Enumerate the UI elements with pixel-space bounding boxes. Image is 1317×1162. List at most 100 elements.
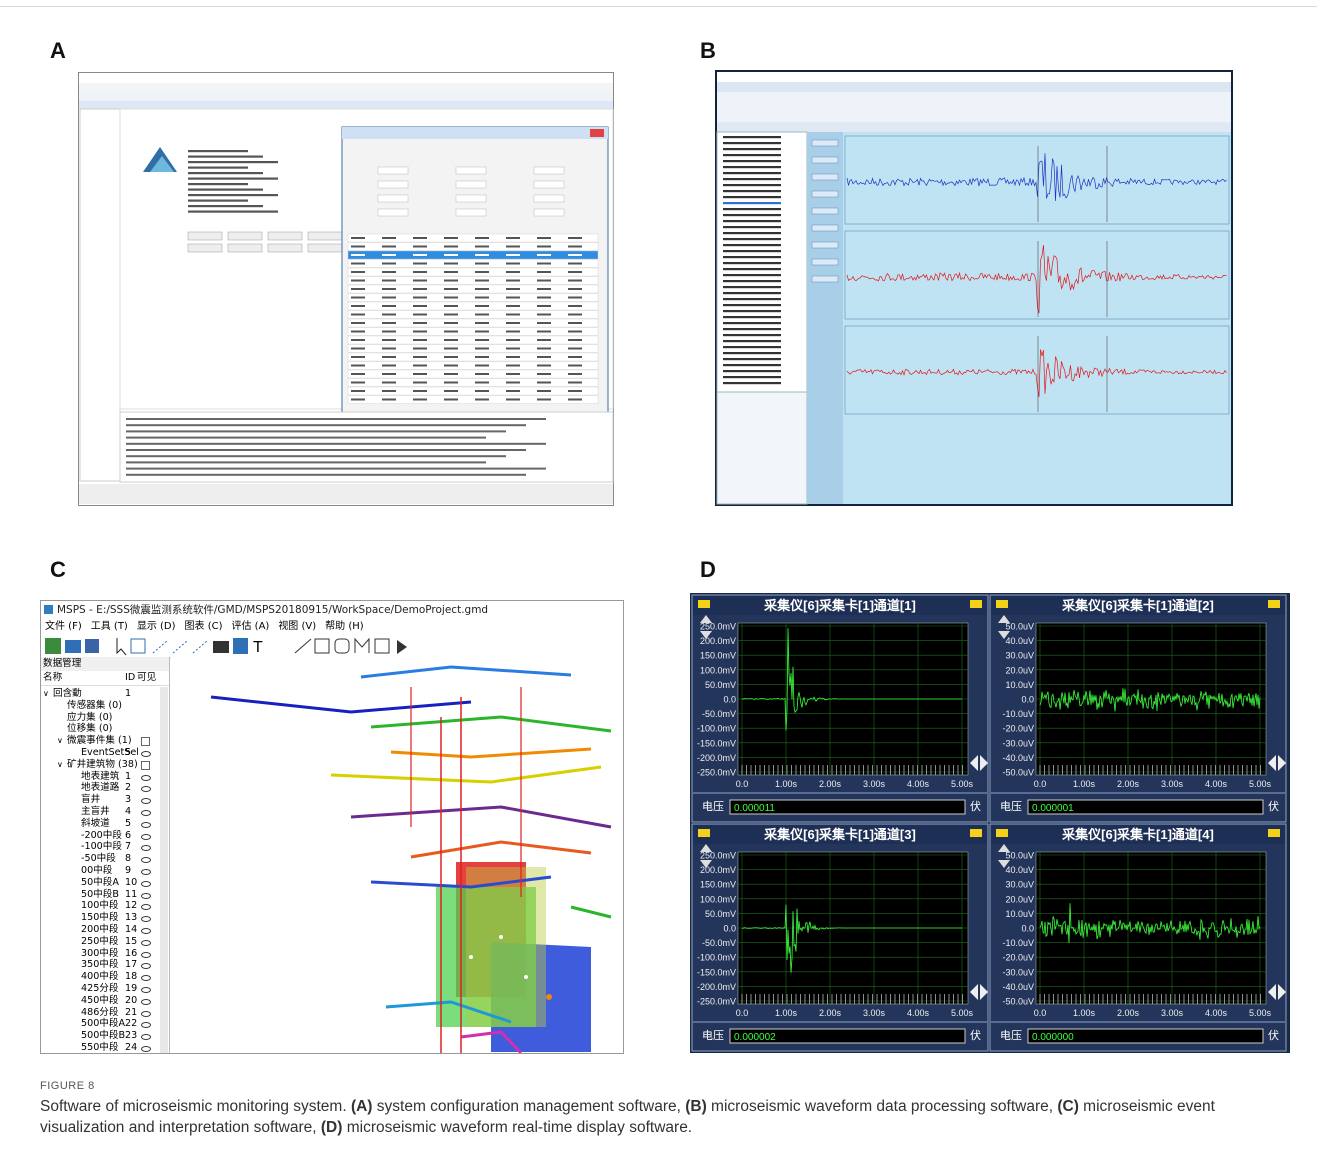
cell-text (475, 246, 489, 248)
button (812, 140, 838, 146)
cell-text (382, 263, 396, 265)
cell-text (413, 246, 427, 248)
y-tick-label: -40.0uV (1002, 753, 1034, 763)
cell-text (568, 314, 582, 316)
cell-text (537, 382, 551, 384)
cell-text (475, 322, 489, 324)
list-item (723, 238, 781, 240)
node-name: 50中段A (81, 877, 119, 889)
y-tick-label: -250.0mV (697, 768, 736, 778)
cell-text (413, 237, 427, 239)
field (456, 181, 486, 188)
list-item (723, 334, 781, 336)
cell-text (444, 356, 458, 358)
node-name: 250中段 (81, 936, 119, 948)
node-name: 传感器集 (0) (67, 700, 122, 712)
3d-view (171, 657, 623, 1053)
expander: ∨ (43, 688, 49, 700)
log-line (126, 468, 546, 470)
cell-text (506, 365, 520, 367)
cell-text (351, 297, 365, 299)
caption-panel-ref: (D) (321, 1119, 343, 1136)
button (812, 157, 838, 163)
cell-text (537, 356, 551, 358)
cell-text (537, 297, 551, 299)
cell-text (351, 314, 365, 316)
scope-title: 采集仪[6]采集卡[1]通道[3] (763, 827, 916, 842)
cell-text (537, 288, 551, 290)
visibility-icon (141, 987, 151, 993)
voltage-label: 电压 (1000, 1029, 1022, 1042)
list-item (723, 352, 781, 354)
cell-text (351, 271, 365, 273)
unit-label: 伏 (1268, 799, 1279, 813)
cell-text (382, 390, 396, 392)
button (308, 244, 342, 252)
screenshot-d: 采集仪[6]采集卡[1]通道[1]250.0mV200.0mV150.0mV10… (690, 593, 1290, 1053)
cell-text (537, 348, 551, 350)
readout-value: 0.000002 (734, 1032, 776, 1043)
cell-text (506, 237, 520, 239)
cell-text (506, 399, 520, 401)
list-item (723, 340, 781, 342)
cell-text (351, 399, 365, 401)
node-id: 10 (125, 877, 137, 889)
list-item (723, 304, 781, 306)
menu-bar: 文件 (F)工具 (T)显示 (D)图表 (C)评估 (A)视图 (V)帮助 (… (41, 619, 623, 635)
x-tick-label: 4.00s (907, 779, 930, 789)
button (188, 244, 222, 252)
visibility-icon (141, 869, 151, 875)
tree-row: 250中段15 (41, 936, 169, 948)
figure: A B C D MSPS (0, 0, 1317, 1162)
cell-text (382, 314, 396, 316)
field (534, 181, 564, 188)
voltage-label: 电压 (1000, 800, 1022, 813)
node-name: 50中段B (81, 889, 119, 901)
cell-text (568, 390, 582, 392)
x-tick-label: 0.0 (1034, 1008, 1047, 1018)
node-name: 应力集 (0) (67, 712, 112, 724)
column-header: ID (125, 671, 135, 685)
list-item (723, 154, 781, 156)
node-name: 500中段B (81, 1030, 125, 1042)
y-tick-label: 0.0 (723, 695, 736, 705)
header-icon (970, 829, 982, 837)
y-tick-label: 50.0uV (1005, 851, 1034, 861)
scrollbar (160, 687, 168, 1053)
y-tick-label: -20.0uV (1002, 953, 1034, 963)
cell-text (568, 356, 582, 358)
text-line (188, 178, 278, 180)
x-tick-label: 0.0 (736, 779, 749, 789)
cell-text (568, 365, 582, 367)
list-item (723, 190, 781, 192)
list-item (723, 172, 781, 174)
unit-label: 伏 (1268, 1028, 1279, 1042)
node-id: 8 (125, 853, 131, 865)
cell-text (475, 390, 489, 392)
cell-text (382, 237, 396, 239)
x-tick-label: 4.00s (1205, 1008, 1228, 1018)
cell-text (444, 339, 458, 341)
text-line (188, 167, 248, 169)
tree-row: 盲井3 (41, 794, 169, 806)
cell-text (568, 322, 582, 324)
cell-text (568, 305, 582, 307)
node-id: 20 (125, 995, 137, 1007)
y-tick-label: -100.0mV (697, 953, 736, 963)
cell-text (444, 331, 458, 333)
cell-text (506, 322, 520, 324)
node-name: 盲井 (81, 794, 100, 806)
cell-text (444, 237, 458, 239)
readout-value: 0.000001 (1032, 803, 1074, 814)
toolbar: T (41, 635, 623, 658)
visibility-checkbox (141, 737, 150, 746)
cell-text (444, 399, 458, 401)
y-tick-label: -50.0mV (702, 709, 736, 719)
x-tick-label: 3.00s (1161, 779, 1184, 789)
node-id: 5 (125, 818, 131, 830)
cell-text (382, 288, 396, 290)
tree-row: ∨微震事件集 (1) (41, 735, 169, 747)
tree-row: 50中段A 10 (41, 877, 169, 889)
node-name: 斜坡道 (81, 818, 110, 830)
